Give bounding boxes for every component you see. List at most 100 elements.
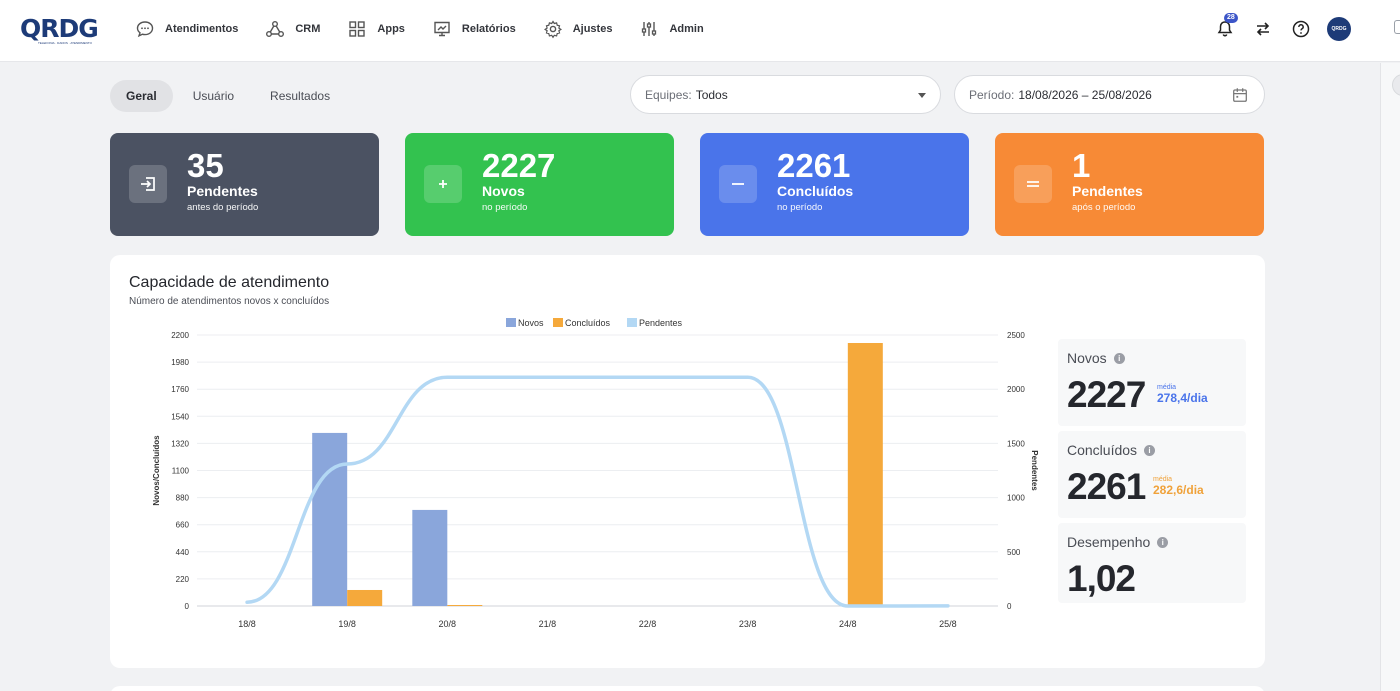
view-tabs: Geral Usuário Resultados xyxy=(110,80,350,112)
gear-icon xyxy=(543,20,562,39)
stat-value: 2261 xyxy=(1067,466,1146,507)
minus-icon xyxy=(732,183,744,185)
stat-label: Concluídos xyxy=(1067,442,1138,458)
card-icon-box xyxy=(1014,165,1052,203)
nav-item-ajustes[interactable]: Ajustes xyxy=(543,18,613,40)
team-filter-label: Equipes: xyxy=(645,87,692,102)
capacity-chart: 0 220 440 660 880 1100 1320 1540 1760 1980 2200 0 50… xyxy=(152,318,1039,629)
card-subtitle: antes do período xyxy=(187,202,259,213)
y-tick-label: 880 xyxy=(176,494,190,503)
tab-geral[interactable]: Geral xyxy=(110,80,173,112)
y2-tick-label: 0 xyxy=(1007,602,1012,611)
panel-title: Capacidade de atendimento xyxy=(129,274,330,291)
bar-concluídos xyxy=(447,605,483,606)
next-panel xyxy=(110,686,1265,691)
legend-label: Novos xyxy=(518,318,544,328)
card-pendentes-antes[interactable]: 35 Pendentes antes do período xyxy=(110,133,379,236)
nav-label: Admin xyxy=(669,23,704,35)
nav-item-apps[interactable]: Apps xyxy=(347,18,405,40)
y-axis-title: Novos/Concluídos xyxy=(152,435,161,506)
logo-text: QRDG xyxy=(20,14,99,43)
y2-tick-label: 500 xyxy=(1007,548,1021,557)
y-tick-label: 0 xyxy=(185,602,190,611)
nav-label: CRM xyxy=(295,23,321,35)
help-button[interactable] xyxy=(1288,16,1314,42)
user-avatar-button[interactable]: QRDG xyxy=(1326,16,1352,42)
equals-icon xyxy=(1027,181,1039,187)
notifications-button[interactable]: 28 xyxy=(1212,13,1238,42)
report-icon xyxy=(434,21,450,37)
y-tick-label: 2200 xyxy=(171,331,189,340)
bar-concluídos xyxy=(347,589,383,606)
tab-usuario[interactable]: Usuário xyxy=(192,89,235,103)
stat-desempenho: Desempenho i 1,02 xyxy=(1058,523,1246,603)
nav-item-crm[interactable]: CRM xyxy=(265,18,320,40)
card-number: 1 xyxy=(1072,147,1091,184)
nav-item-atendimentos[interactable]: Atendimentos xyxy=(135,18,238,40)
calendar-icon[interactable] xyxy=(1231,86,1249,104)
tab-resultados[interactable]: Resultados xyxy=(270,89,331,103)
x-tick-label: 18/8 xyxy=(238,619,256,629)
team-filter-value: Todos xyxy=(695,87,728,102)
y-tick-label: 660 xyxy=(176,521,190,530)
y-tick-label: 1980 xyxy=(171,358,189,367)
legend-swatch-novos xyxy=(506,318,516,327)
notification-count-badge: 28 xyxy=(1224,13,1238,23)
info-icon[interactable]: i xyxy=(1157,536,1169,548)
stat-average-label: média xyxy=(1153,476,1173,483)
period-filter-input[interactable]: Período: 18/08/2026 – 25/08/2026 xyxy=(954,75,1265,114)
card-number: 2261 xyxy=(777,147,851,184)
nav-item-admin[interactable]: Admin xyxy=(639,18,704,40)
card-subtitle: no período xyxy=(482,202,528,213)
card-concluidos[interactable]: 2261 Concluídos no período xyxy=(700,133,969,236)
apps-grid-icon xyxy=(349,21,366,37)
swap-arrows-icon xyxy=(1256,22,1270,36)
avatar: QRDG xyxy=(1327,17,1351,41)
nav-label: Ajustes xyxy=(572,23,613,35)
team-filter-select[interactable]: Equipes: Todos xyxy=(630,75,941,114)
x-tick-label: 21/8 xyxy=(539,619,557,629)
stat-novos: Novos i 2227 média 278,4/dia xyxy=(1058,339,1246,426)
info-icon[interactable]: i xyxy=(1144,444,1156,456)
card-subtitle: após o período xyxy=(1072,202,1136,213)
edge-panel-icon[interactable] xyxy=(1394,20,1400,34)
stat-average-value: 278,4/dia xyxy=(1157,391,1208,405)
card-icon-box xyxy=(424,165,462,203)
stat-average: média 282,6/dia xyxy=(1153,476,1204,497)
card-title: Pendentes xyxy=(1072,183,1143,199)
x-tick-label: 24/8 xyxy=(839,619,857,629)
capacity-chart-panel: Capacidade de atendimento Número de aten… xyxy=(110,255,1265,668)
panel-subtitle: Número de atendimentos novos x concluído… xyxy=(129,296,330,307)
crm-nodes-icon xyxy=(266,21,285,37)
transfer-button[interactable] xyxy=(1250,16,1276,42)
card-novos[interactable]: 2227 Novos no período xyxy=(405,133,674,236)
y-tick-label: 440 xyxy=(176,548,190,557)
bar-novos xyxy=(312,432,348,606)
card-icon-box xyxy=(129,165,167,203)
nav-item-relatorios[interactable]: Relatórios xyxy=(432,18,516,40)
stat-label: Desempenho xyxy=(1067,534,1151,550)
y-tick-label: 1320 xyxy=(171,439,189,448)
y2-tick-label: 1000 xyxy=(1007,494,1025,503)
stat-average: média 278,4/dia xyxy=(1157,384,1208,405)
y-tick-label: 220 xyxy=(176,575,190,584)
legend-label: Pendentes xyxy=(639,318,683,328)
help-circle-icon xyxy=(1292,20,1310,38)
x-tick-label: 23/8 xyxy=(739,619,757,629)
info-icon[interactable]: i xyxy=(1113,352,1125,364)
nav-label: Atendimentos xyxy=(165,23,239,35)
x-tick-label: 19/8 xyxy=(338,619,356,629)
bar-novos xyxy=(412,509,448,606)
chat-bubble-icon xyxy=(136,21,154,38)
plus-icon xyxy=(439,180,447,188)
top-navbar: QRDG TELEFONIA · DADOS · ATENDIMENTO Ate… xyxy=(0,0,1400,62)
chevron-down-icon xyxy=(918,93,926,98)
nav-label: Apps xyxy=(377,23,405,35)
brand-logo[interactable]: QRDG TELEFONIA · DADOS · ATENDIMENTO xyxy=(20,14,100,48)
login-arrow-icon xyxy=(141,177,155,191)
y-tick-label: 1100 xyxy=(172,467,190,476)
legend-swatch-concluídos xyxy=(553,318,563,327)
card-pendentes-apos[interactable]: 1 Pendentes após o período xyxy=(995,133,1264,236)
card-icon-box xyxy=(719,165,757,203)
stat-label-wrap: Desempenho i xyxy=(1067,534,1169,550)
